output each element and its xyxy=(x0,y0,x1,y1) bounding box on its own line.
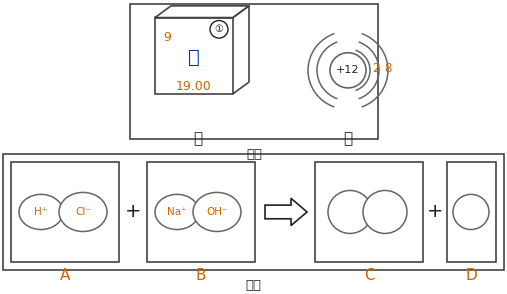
Text: Cl⁻: Cl⁻ xyxy=(75,207,91,217)
Circle shape xyxy=(453,194,489,230)
Text: C: C xyxy=(364,268,374,283)
Bar xyxy=(447,162,496,262)
Ellipse shape xyxy=(19,194,63,230)
Text: 氟: 氟 xyxy=(188,48,200,67)
Text: 乙: 乙 xyxy=(343,131,352,146)
Ellipse shape xyxy=(59,192,107,231)
Text: D: D xyxy=(465,268,477,283)
Ellipse shape xyxy=(155,194,199,230)
Text: Na⁺: Na⁺ xyxy=(167,207,187,217)
Text: A: A xyxy=(60,268,70,283)
Text: +: + xyxy=(125,203,141,221)
Ellipse shape xyxy=(193,192,241,231)
Text: 9: 9 xyxy=(163,31,171,44)
Bar xyxy=(147,162,255,262)
Text: 19.00: 19.00 xyxy=(176,80,212,93)
Circle shape xyxy=(210,21,228,38)
Bar xyxy=(3,154,504,270)
Text: 图一: 图一 xyxy=(246,148,262,161)
Bar xyxy=(155,18,233,94)
Text: +12: +12 xyxy=(336,65,360,75)
Text: 甲: 甲 xyxy=(194,131,203,146)
Text: ①: ① xyxy=(214,24,224,34)
Text: +: + xyxy=(427,203,443,221)
Circle shape xyxy=(363,191,407,233)
Text: 图二: 图二 xyxy=(245,279,261,292)
Polygon shape xyxy=(265,198,307,225)
Bar xyxy=(130,4,378,139)
Bar xyxy=(11,162,119,262)
Text: H⁺: H⁺ xyxy=(34,207,48,217)
Circle shape xyxy=(328,191,372,233)
Text: 2: 2 xyxy=(372,62,380,75)
Circle shape xyxy=(330,53,366,88)
Bar xyxy=(315,162,423,262)
Text: OH⁻: OH⁻ xyxy=(206,207,228,217)
Text: 8: 8 xyxy=(384,62,391,75)
Text: B: B xyxy=(196,268,206,283)
